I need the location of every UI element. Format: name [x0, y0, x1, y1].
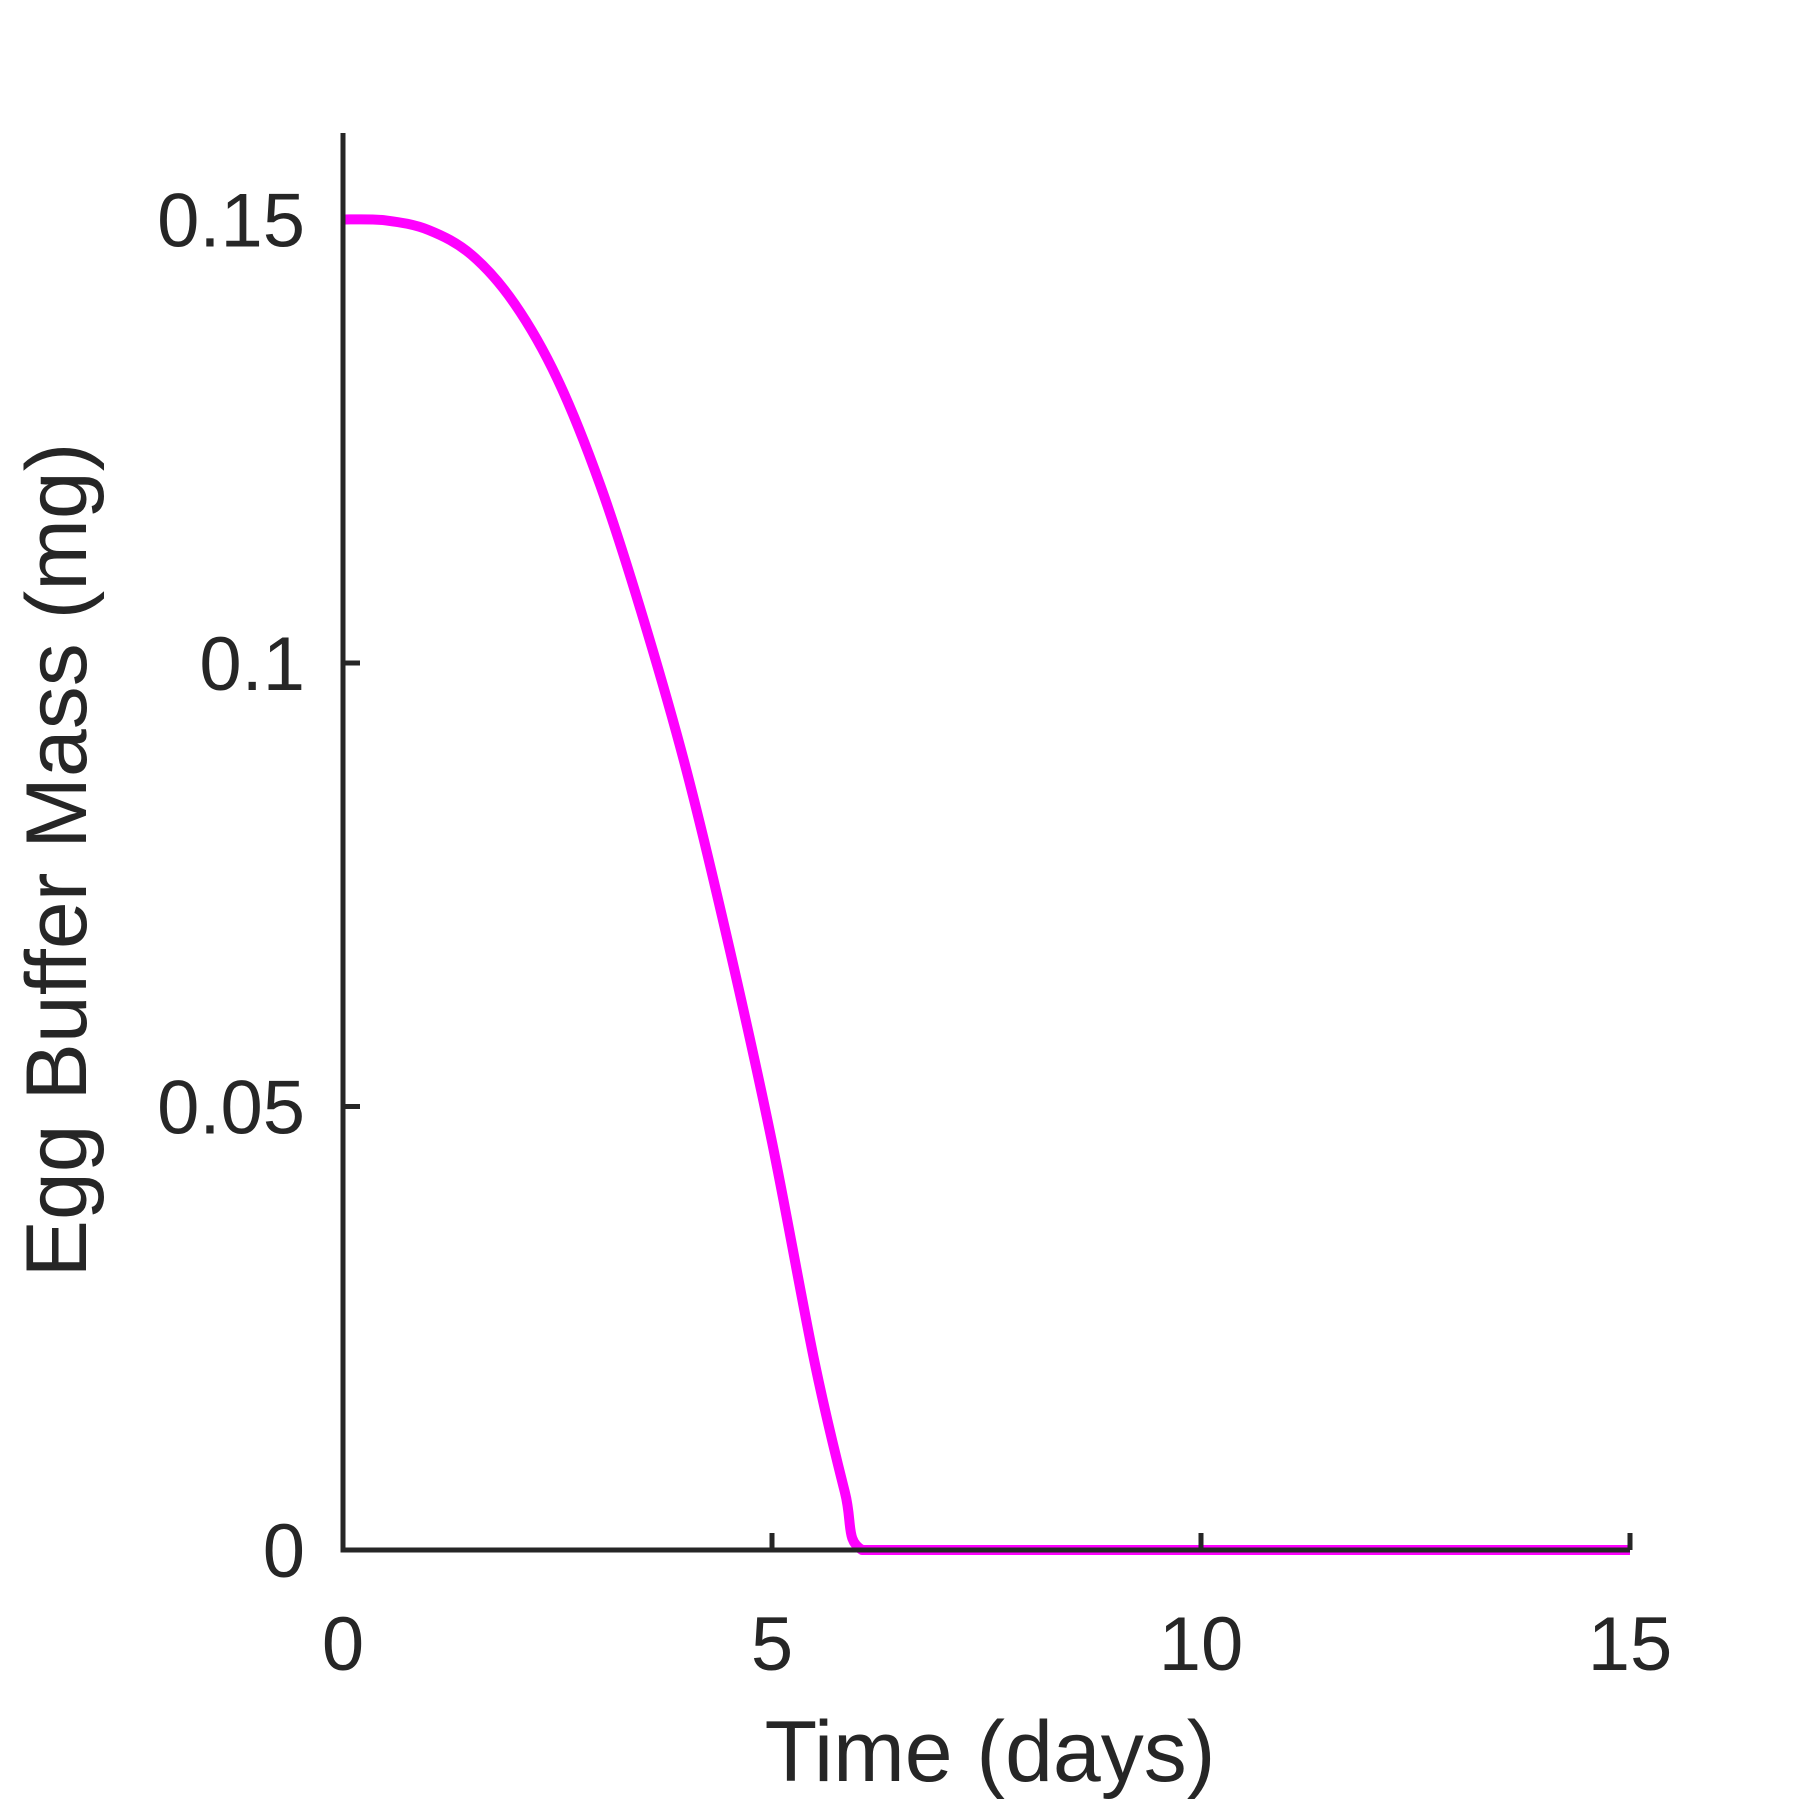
x-tick-label: 15 [1588, 1602, 1673, 1687]
y-tick-label: 0 [263, 1509, 305, 1594]
x-axis-label: Time (days) [765, 1704, 1216, 1800]
y-axis-label: Egg Buffer Mass (mg) [9, 443, 105, 1278]
x-tick-label: 5 [751, 1602, 793, 1687]
x-tick-label: 0 [322, 1602, 364, 1687]
y-tick-label: 0.1 [199, 622, 305, 707]
y-axis-ticks: 0 0.05 0.1 0.15 [157, 179, 360, 1594]
y-tick-label: 0.05 [157, 1066, 305, 1151]
x-axis-ticks: 0 5 10 15 [322, 1533, 1672, 1687]
y-tick-label: 0.15 [157, 179, 305, 264]
series-line [342, 214, 1630, 1556]
data-marks [342, 214, 1630, 1556]
x-tick-label: 10 [1159, 1602, 1244, 1687]
